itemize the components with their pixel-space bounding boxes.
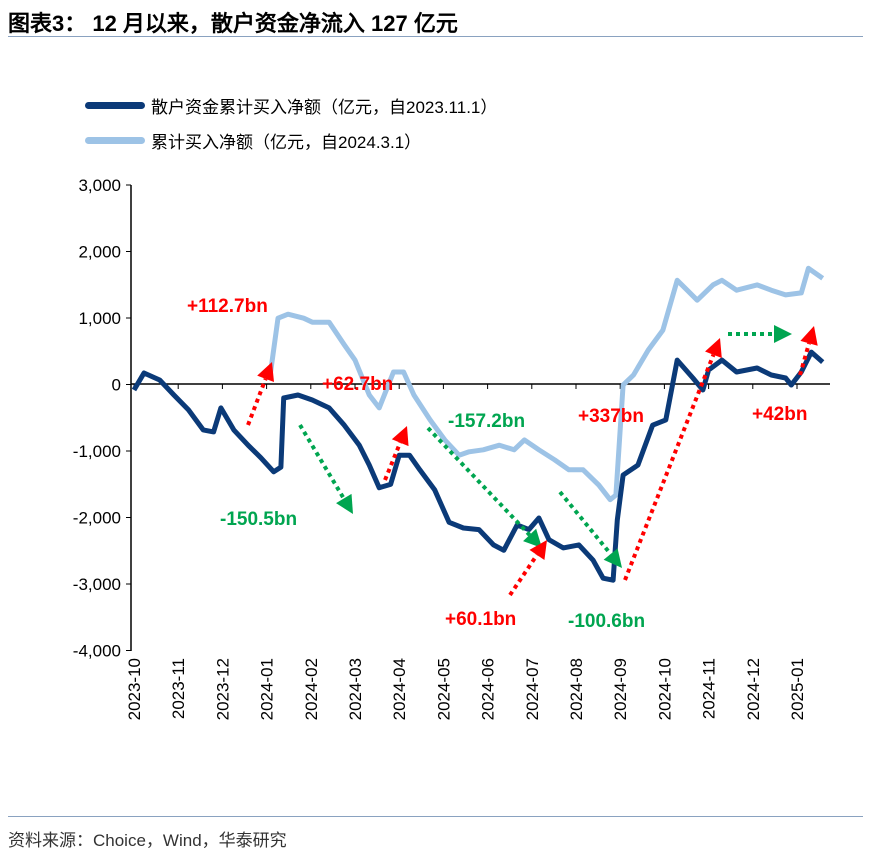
- annotation-arrow-line: [798, 342, 811, 376]
- annotation-arrow-line: [383, 441, 403, 481]
- x-tick-label: 2024-09: [611, 658, 630, 720]
- y-tick-label: 3,000: [78, 176, 121, 195]
- x-tick-label: 2024-05: [434, 658, 453, 720]
- series-line-cumulative: [267, 265, 825, 503]
- legend-item-retail: 散户资金累计买入净额（亿元，自2023.11.1）: [85, 93, 497, 118]
- annotation-arrow-line: [426, 426, 532, 537]
- y-tick-label: 0: [112, 376, 121, 395]
- annotation-arrowhead: [523, 528, 542, 548]
- annotation-label: -100.6bn: [568, 611, 645, 632]
- annotation-arrow-line: [298, 423, 346, 500]
- x-tick-label: 2024-07: [523, 658, 542, 720]
- annotation-arrow-line: [623, 354, 716, 581]
- annotation-arrow-line: [246, 378, 268, 426]
- x-tick-label: 2024-01: [258, 658, 277, 720]
- y-tick-label: -3,000: [73, 575, 121, 594]
- annotation-arrowhead: [257, 362, 275, 383]
- legend-label: 累计买入净额（亿元，自2024.3.1）: [151, 133, 422, 152]
- legend-swatch: [85, 137, 145, 144]
- x-tick-label: 2024-08: [567, 658, 586, 720]
- annotation-label: -157.2bn: [448, 411, 525, 432]
- y-tick-label: 1,000: [78, 309, 121, 328]
- annotation-label: +42bn: [752, 404, 807, 425]
- annotation-label: -150.5bn: [220, 509, 297, 530]
- y-tick-label: -4,000: [73, 642, 121, 661]
- x-tick-label: 2024-03: [346, 658, 365, 720]
- annotation-arrowhead: [391, 426, 409, 447]
- annotation-arrowhead: [529, 540, 547, 560]
- x-tick-label: 2025-01: [788, 658, 807, 720]
- annotation-arrowhead: [705, 338, 722, 359]
- series-line-retail: [131, 349, 825, 583]
- x-tick-label: 2024-04: [390, 658, 409, 720]
- x-tick-label: 2023-12: [213, 658, 232, 720]
- annotation-arrowhead: [800, 326, 818, 346]
- annotation-label: +337bn: [578, 406, 644, 427]
- source-divider: [8, 816, 863, 817]
- x-tick-label: 2024-06: [479, 658, 498, 720]
- y-tick-label: -2,000: [73, 509, 121, 528]
- source-note: 资料来源：Choice，Wind，华泰研究: [8, 831, 287, 850]
- y-tick-label: -1,000: [73, 442, 121, 461]
- annotation-label: +112.7bn: [187, 296, 268, 317]
- annotation-arrowhead: [336, 493, 353, 514]
- legend-item-cumulative: 累计买入净额（亿元，自2024.3.1）: [85, 128, 421, 153]
- figure-title: 图表3： 12 月以来，散户资金净流入 127 亿元: [8, 11, 458, 36]
- annotation-arrow-line: [508, 553, 539, 597]
- annotation-arrow-line: [558, 490, 613, 556]
- x-tick-label: 2023-10: [125, 658, 144, 720]
- x-tick-label: 2024-12: [744, 658, 763, 720]
- x-tick-label: 2024-11: [700, 658, 719, 719]
- annotation-label: +60.1bn: [445, 609, 516, 630]
- annotation-arrowhead: [774, 325, 792, 343]
- x-tick-label: 2024-02: [302, 658, 321, 720]
- x-tick-label: 2023-11: [169, 658, 188, 719]
- annotation-label: +62.7bn: [322, 374, 393, 395]
- legend-swatch: [85, 102, 145, 109]
- y-tick-label: 2,000: [78, 243, 121, 262]
- legend-label: 散户资金累计买入净额（亿元，自2023.11.1）: [151, 98, 498, 117]
- title-divider: [8, 36, 863, 37]
- x-tick-label: 2024-10: [655, 658, 674, 720]
- annotation-arrowhead: [603, 548, 622, 568]
